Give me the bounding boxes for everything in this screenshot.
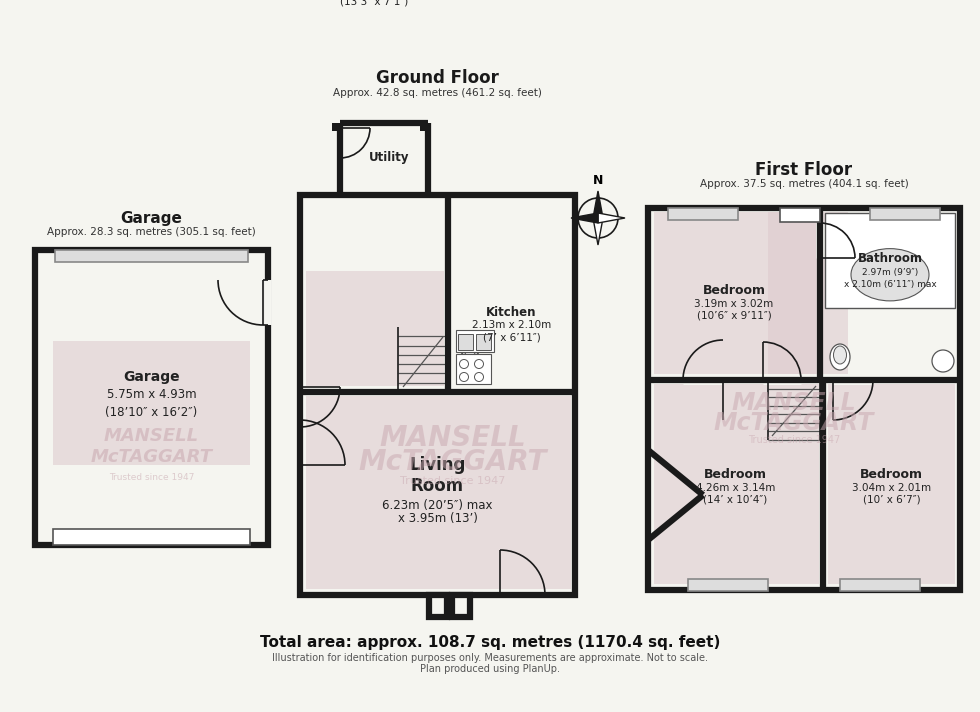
Bar xyxy=(420,123,428,131)
Bar xyxy=(53,342,250,466)
Bar xyxy=(825,213,955,308)
Bar xyxy=(458,334,473,350)
Text: 2.13m x 2.10m: 2.13m x 2.10m xyxy=(472,320,551,330)
Ellipse shape xyxy=(834,346,847,364)
Text: Garage: Garage xyxy=(121,211,182,226)
Ellipse shape xyxy=(464,350,476,368)
Bar xyxy=(452,595,470,617)
Text: (10’6″ x 9’11″): (10’6″ x 9’11″) xyxy=(697,311,771,321)
Text: 5.75m x 4.93m: 5.75m x 4.93m xyxy=(107,388,196,401)
Text: Trusted since 1947: Trusted since 1947 xyxy=(748,435,840,445)
Bar xyxy=(53,529,250,545)
Bar xyxy=(654,384,819,584)
Text: Trusted since 1947: Trusted since 1947 xyxy=(109,473,194,481)
Bar xyxy=(55,250,248,262)
Text: Bedroom: Bedroom xyxy=(860,468,923,481)
Text: Plan produced using PlanUp.: Plan produced using PlanUp. xyxy=(420,664,560,674)
Text: (10’ x 6’7″): (10’ x 6’7″) xyxy=(862,495,920,505)
Text: (18’10″ x 16’2″): (18’10″ x 16’2″) xyxy=(106,406,198,419)
Bar xyxy=(306,271,444,386)
Text: MANSELL: MANSELL xyxy=(732,391,857,415)
Ellipse shape xyxy=(459,349,481,379)
Polygon shape xyxy=(571,213,598,223)
Text: McTAGGART: McTAGGART xyxy=(359,448,547,476)
Bar xyxy=(476,334,491,350)
Text: Illustration for identification purposes only. Measurements are approximate. Not: Illustration for identification purposes… xyxy=(272,653,708,663)
Text: x 3.95m (13’): x 3.95m (13’) xyxy=(398,512,477,525)
Text: Approx. 37.5 sq. metres (404.1 sq. feet): Approx. 37.5 sq. metres (404.1 sq. feet) xyxy=(700,179,908,189)
Bar xyxy=(654,212,816,374)
Bar xyxy=(780,208,820,222)
Text: MANSELL: MANSELL xyxy=(379,424,526,453)
Text: Bedroom: Bedroom xyxy=(704,468,767,481)
Text: 2.97m (9’9″): 2.97m (9’9″) xyxy=(861,268,918,278)
Bar xyxy=(332,123,340,131)
Polygon shape xyxy=(593,218,603,245)
Text: Total area: approx. 108.7 sq. metres (1170.4 sq. feet): Total area: approx. 108.7 sq. metres (11… xyxy=(260,634,720,649)
Bar xyxy=(306,396,571,589)
Text: 3.19m x 3.02m: 3.19m x 3.02m xyxy=(695,299,773,309)
Text: (7’ x 6’11″): (7’ x 6’11″) xyxy=(482,332,540,342)
Text: Utility: Utility xyxy=(368,151,410,164)
Text: Living
Room: Living Room xyxy=(410,456,466,495)
Text: Trusted since 1947: Trusted since 1947 xyxy=(400,476,505,486)
Polygon shape xyxy=(598,213,625,223)
Text: 3.04m x 2.01m: 3.04m x 2.01m xyxy=(852,483,931,493)
Text: McTAGGART: McTAGGART xyxy=(90,448,213,466)
Bar xyxy=(688,579,768,591)
Text: (13’3″ x 7’1″): (13’3″ x 7’1″) xyxy=(340,0,408,6)
Bar xyxy=(840,579,920,591)
Bar xyxy=(828,384,955,584)
Bar xyxy=(456,330,494,352)
Text: 6.23m (20’5″) max: 6.23m (20’5″) max xyxy=(382,499,493,512)
Bar xyxy=(870,208,940,220)
Text: First Floor: First Floor xyxy=(756,161,853,179)
Bar xyxy=(35,250,268,545)
Text: Kitchen: Kitchen xyxy=(486,305,537,318)
Bar xyxy=(456,354,491,384)
Text: (14’ x 10’4″): (14’ x 10’4″) xyxy=(704,495,767,505)
Text: MANSELL: MANSELL xyxy=(104,427,199,445)
Polygon shape xyxy=(593,191,603,218)
Ellipse shape xyxy=(851,248,929,301)
Text: McTAGGART: McTAGGART xyxy=(713,411,874,435)
Text: x 2.10m (6’11″) max: x 2.10m (6’11″) max xyxy=(844,280,936,288)
Text: Bathroom: Bathroom xyxy=(858,253,922,266)
Bar xyxy=(668,208,738,220)
Ellipse shape xyxy=(932,350,954,372)
Text: Approx. 42.8 sq. metres (461.2 sq. feet): Approx. 42.8 sq. metres (461.2 sq. feet) xyxy=(333,88,542,98)
Bar xyxy=(648,208,960,590)
Bar xyxy=(768,212,848,374)
Text: Garage: Garage xyxy=(123,370,179,384)
Text: 4.26m x 3.14m: 4.26m x 3.14m xyxy=(696,483,775,493)
Text: N: N xyxy=(593,174,603,187)
Text: Bedroom: Bedroom xyxy=(703,285,765,298)
Bar xyxy=(429,595,447,617)
Ellipse shape xyxy=(830,344,850,370)
Text: Approx. 28.3 sq. metres (305.1 sq. feet): Approx. 28.3 sq. metres (305.1 sq. feet) xyxy=(47,227,256,237)
Bar xyxy=(300,195,575,595)
Text: Ground Floor: Ground Floor xyxy=(376,69,499,87)
